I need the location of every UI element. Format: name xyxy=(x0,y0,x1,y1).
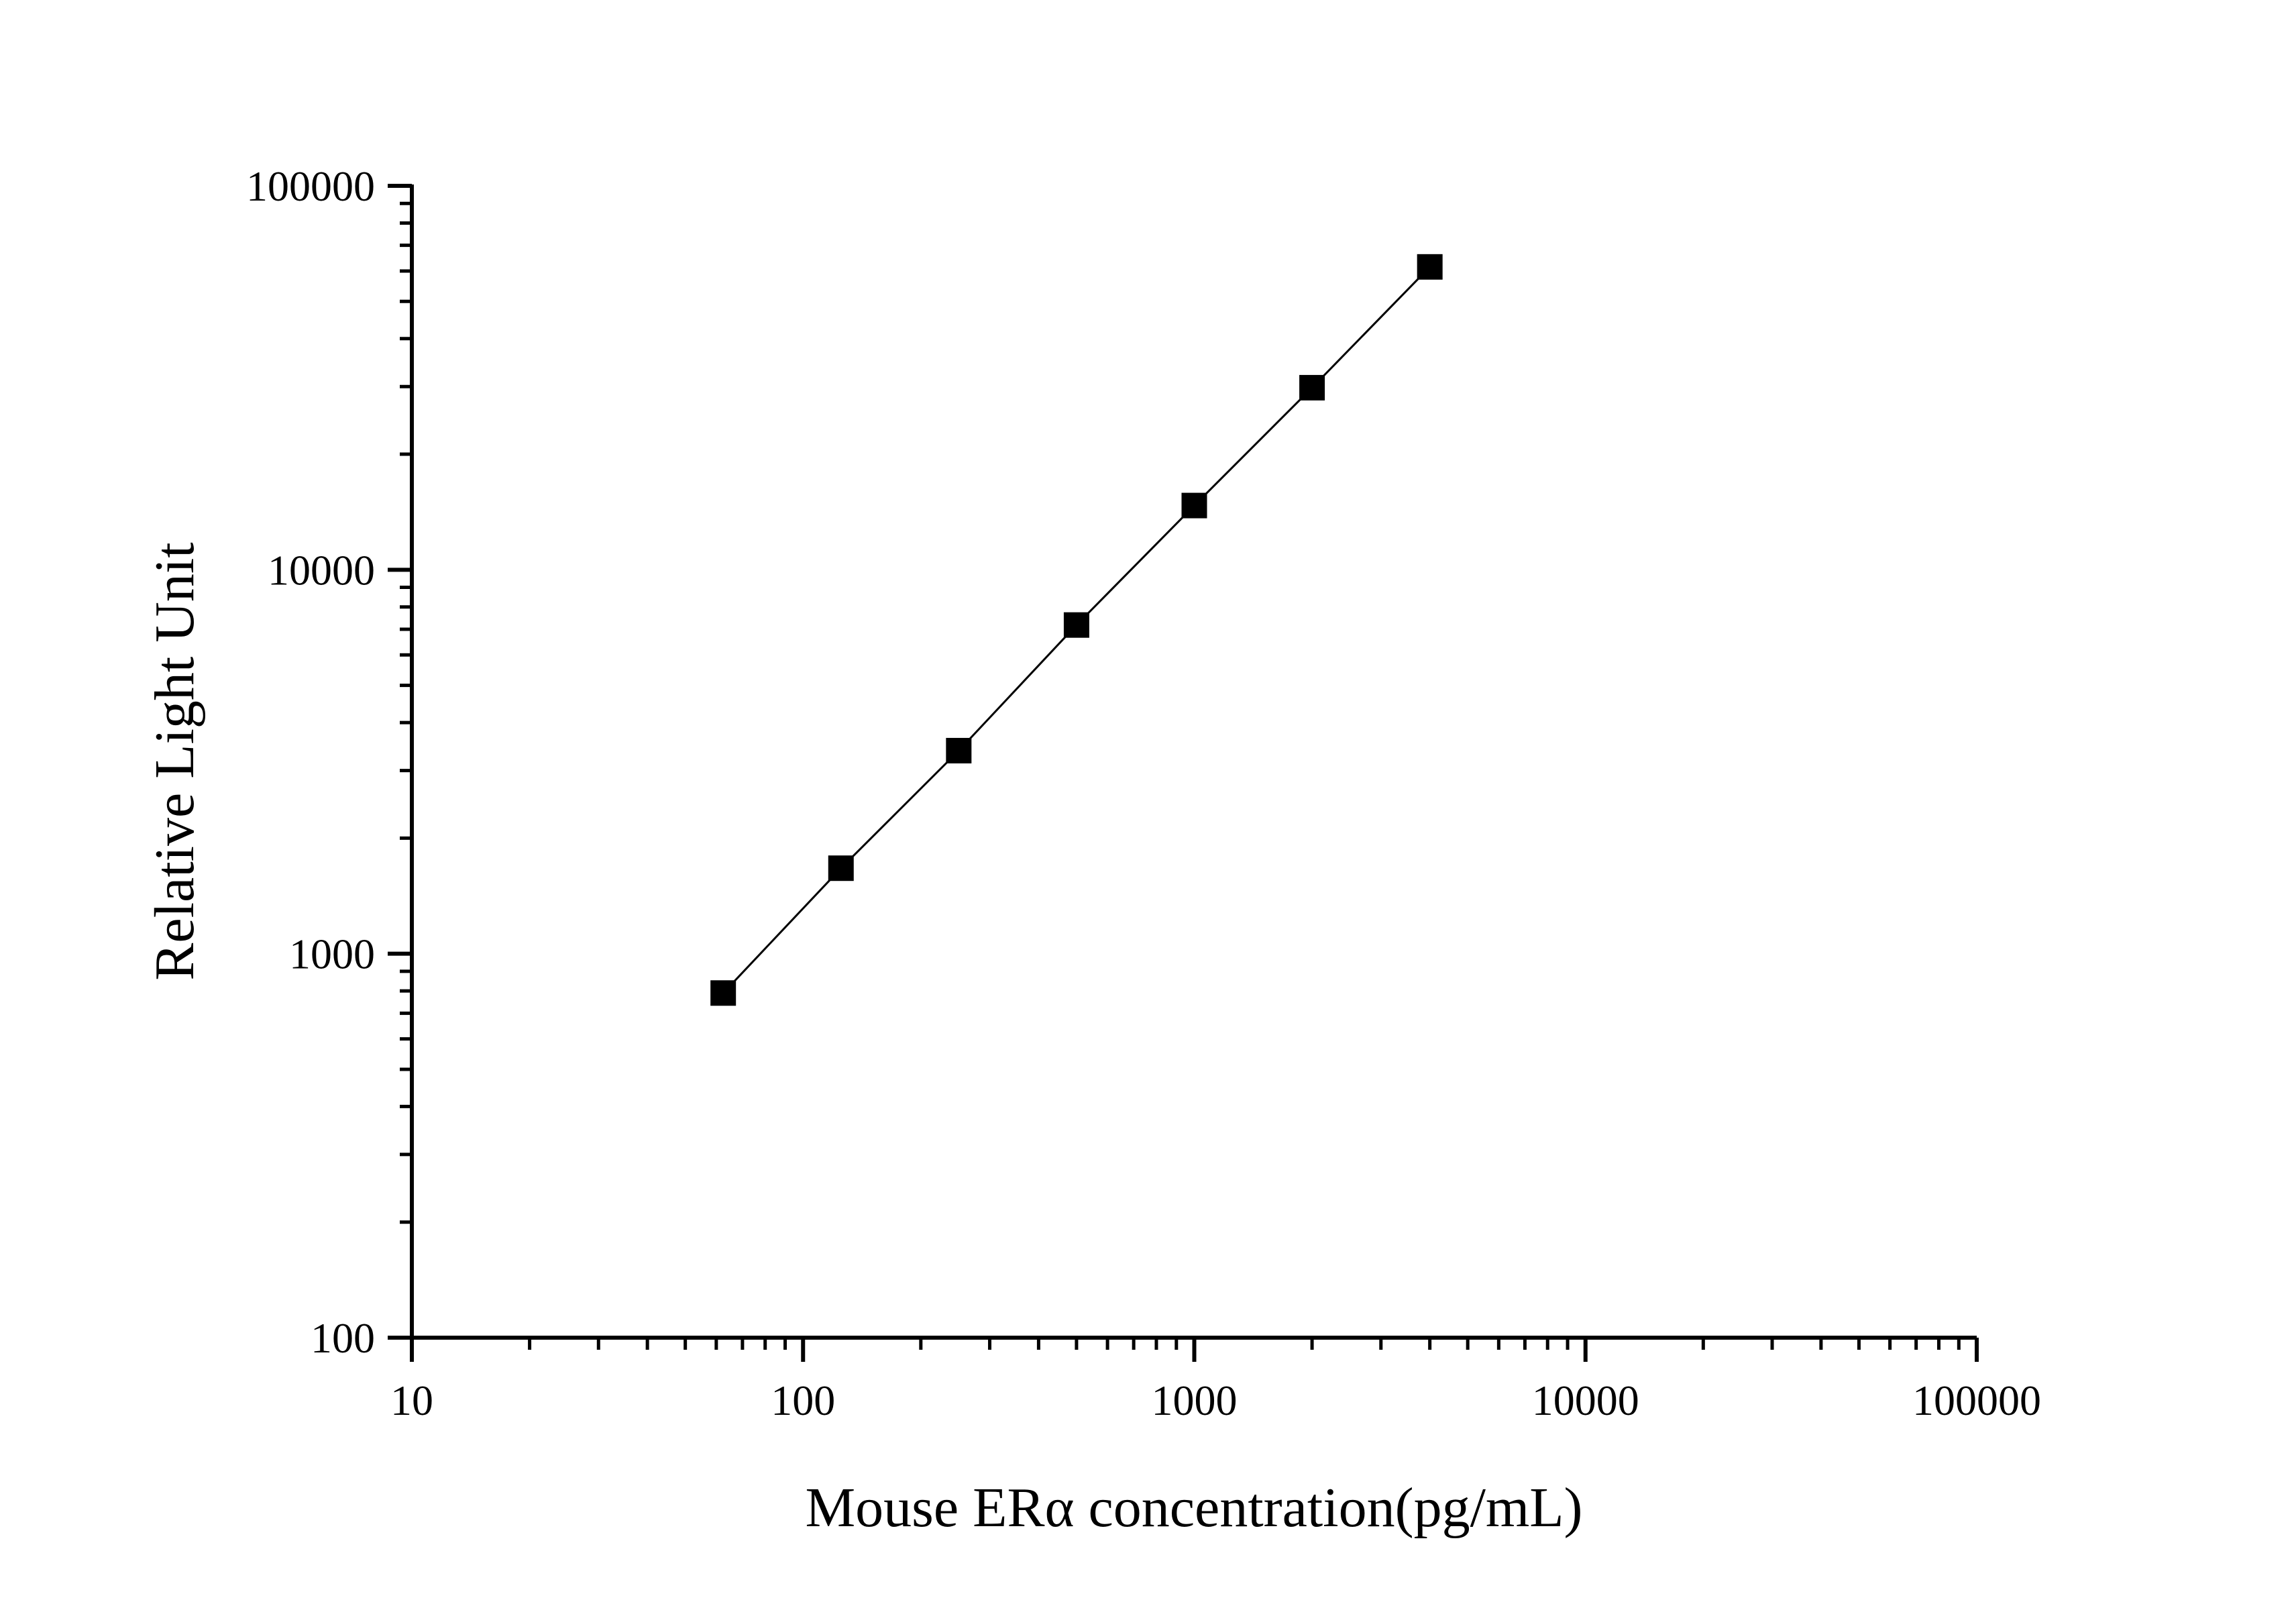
y-tick-label: 10000 xyxy=(268,546,375,594)
x-tick-label: 100000 xyxy=(1912,1377,2041,1424)
data-markers xyxy=(710,254,1443,1006)
data-point-marker xyxy=(1299,374,1325,400)
data-point-marker xyxy=(1417,254,1443,280)
y-tick-label: 100 xyxy=(311,1314,375,1362)
y-tick-label: 1000 xyxy=(289,930,375,978)
axes xyxy=(409,184,1977,1340)
data-point-marker xyxy=(1063,612,1089,638)
data-point-marker xyxy=(710,980,736,1006)
data-point-marker xyxy=(946,737,972,763)
y-tick-label: 100000 xyxy=(246,162,375,210)
x-tick-label: 100 xyxy=(771,1377,835,1424)
data-point-marker xyxy=(828,855,854,881)
x-axis-title: Mouse ERα concentration(pg/mL) xyxy=(805,1477,1582,1539)
x-tick-label: 10 xyxy=(390,1377,433,1424)
y-axis-title: Relative Light Unit xyxy=(144,542,206,980)
tick-labels: 10 100 1000 10000 100000 100 1000 10000 100000 xyxy=(246,162,2041,1424)
axis-ticks xyxy=(388,184,1979,1362)
x-tick-label: 1000 xyxy=(1152,1377,1238,1424)
x-tick-label: 10000 xyxy=(1532,1377,1639,1424)
data-point-marker xyxy=(1181,492,1207,519)
